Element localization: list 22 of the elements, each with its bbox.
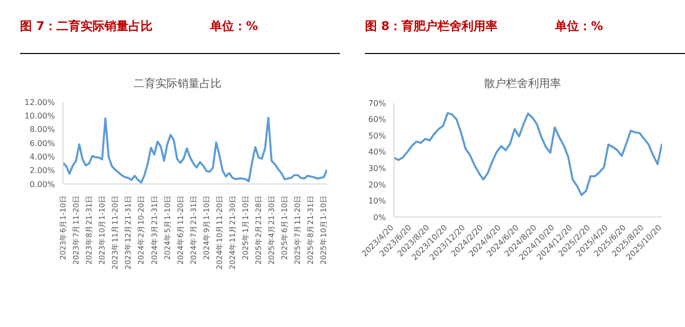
chart-subtitle: 单位：% — [555, 18, 604, 35]
text: 二育实际销量占比 — [132, 76, 222, 91]
chart-subtitle: 单位：% — [210, 18, 258, 35]
y-tick-label: 10% — [368, 196, 386, 206]
y-tick-label: 6.00% — [30, 138, 56, 148]
y-tick-label: 50% — [368, 131, 386, 140]
chart-title: 图 7：二育实际销量占比 — [20, 18, 153, 35]
y-tick-label: 0.00% — [30, 180, 56, 189]
y-tick-label: 70% — [368, 98, 386, 108]
y-tick-label: 0% — [373, 212, 386, 222]
y-tick-label: 40% — [368, 148, 386, 157]
y-tick-label: 12.00% — [24, 98, 56, 107]
chart-title: 图 8：育肥户栏舍利用率 — [365, 18, 498, 35]
y-tick-label: 30% — [368, 164, 386, 173]
text: 散户栏舍利用率 — [483, 76, 562, 91]
y-tick-label: 4.00% — [30, 152, 56, 162]
y-tick-label: 20% — [368, 180, 386, 190]
line-series — [394, 112, 662, 196]
y-tick-label: 2.00% — [30, 166, 56, 176]
y-tick-label: 10.00% — [24, 112, 56, 121]
y-tick-label: 60% — [368, 115, 386, 124]
y-tick-label: 8.00% — [30, 125, 56, 134]
